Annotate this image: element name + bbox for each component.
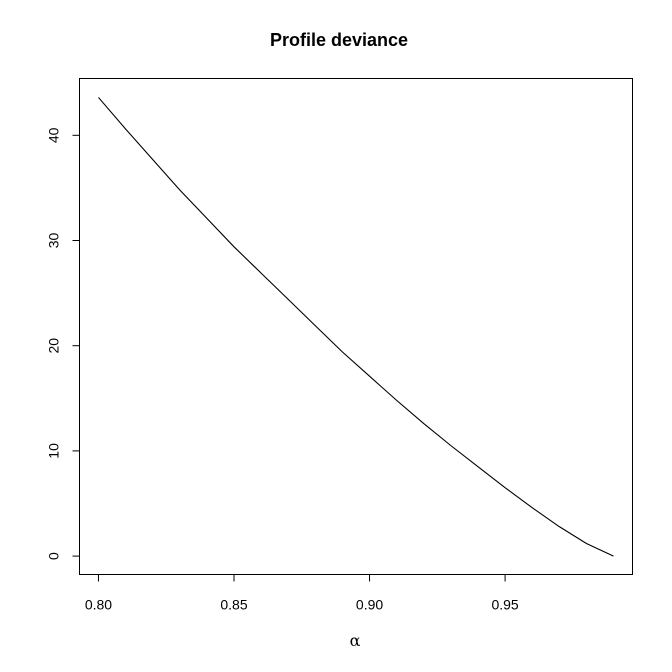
y-tick-label: 0 bbox=[46, 552, 62, 560]
x-tick-label: 0.90 bbox=[356, 597, 383, 613]
x-tick-label: 0.80 bbox=[85, 597, 112, 613]
y-tick-label: 20 bbox=[46, 338, 62, 354]
chart-title: Profile deviance bbox=[270, 30, 408, 50]
series-line bbox=[98, 97, 614, 557]
y-tick-label: 40 bbox=[46, 127, 62, 143]
x-tick-label: 0.95 bbox=[491, 597, 518, 613]
x-tick-label: 0.85 bbox=[220, 597, 247, 613]
x-axis-label: α bbox=[350, 631, 361, 650]
plot-area-box bbox=[79, 78, 633, 575]
y-axis: 0 10 20 30 40 bbox=[46, 127, 80, 560]
x-axis: 0.80 0.85 0.90 0.95 bbox=[85, 574, 519, 613]
series-layer bbox=[98, 97, 614, 557]
y-tick-label: 30 bbox=[46, 233, 62, 249]
y-tick-label: 10 bbox=[46, 443, 62, 459]
